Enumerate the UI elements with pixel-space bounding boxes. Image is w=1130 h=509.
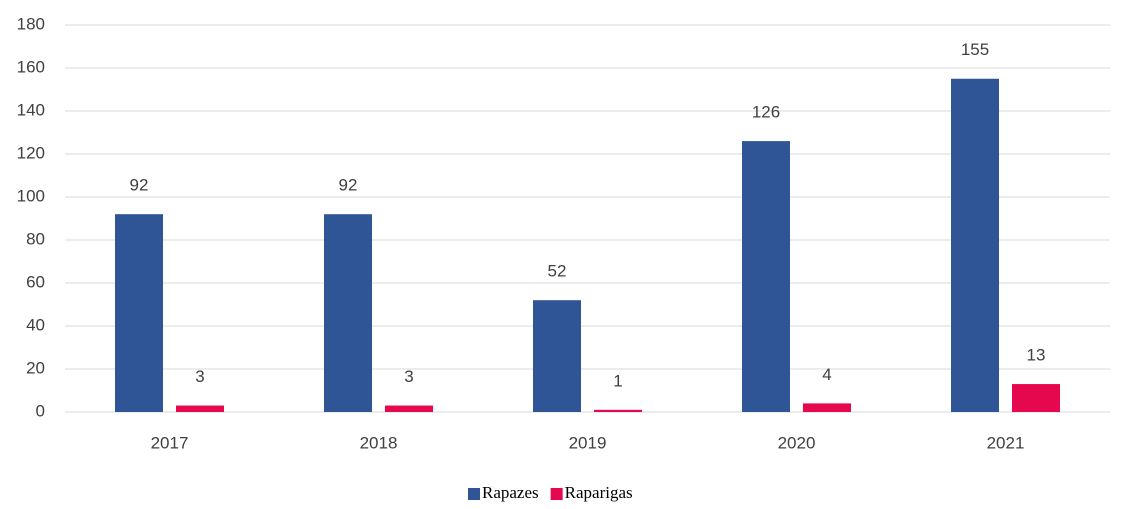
legend-label: Raparigas — [565, 483, 633, 502]
bar — [803, 403, 851, 412]
y-tick-label: 0 — [36, 401, 45, 420]
y-tick-label: 120 — [17, 143, 45, 162]
legend-swatch — [550, 488, 563, 500]
data-label: 52 — [548, 262, 567, 281]
bar — [742, 141, 790, 412]
y-tick-label: 140 — [17, 100, 45, 119]
x-tick-label: 2021 — [987, 433, 1025, 452]
legend-swatch — [468, 488, 480, 500]
bar — [385, 405, 433, 412]
bar — [533, 300, 581, 412]
data-label: 4 — [822, 365, 831, 384]
bar — [951, 78, 999, 412]
bar — [176, 405, 224, 412]
y-tick-label: 80 — [26, 229, 45, 248]
y-tick-label: 60 — [26, 272, 45, 291]
bar — [594, 409, 642, 412]
y-tick-label: 40 — [26, 315, 45, 334]
bar — [115, 214, 163, 412]
x-tick-label: 2018 — [360, 433, 398, 452]
data-label: 3 — [195, 367, 204, 386]
x-tick-label: 2019 — [569, 433, 607, 452]
x-tick-label: 2017 — [151, 433, 189, 452]
y-tick-label: 180 — [17, 14, 45, 33]
legend-label: Rapazes — [482, 483, 539, 502]
data-label: 155 — [961, 40, 989, 59]
data-label: 13 — [1027, 346, 1046, 365]
bar — [1012, 384, 1060, 412]
x-tick-label: 2020 — [778, 433, 816, 452]
data-label: 92 — [339, 176, 358, 195]
y-tick-label: 160 — [17, 57, 45, 76]
data-label: 92 — [130, 176, 149, 195]
y-tick-label: 100 — [17, 186, 45, 205]
y-tick-label: 20 — [26, 358, 45, 377]
data-label: 3 — [404, 367, 413, 386]
data-label: 1 — [613, 371, 622, 390]
bar — [324, 214, 372, 412]
data-label: 126 — [752, 103, 780, 122]
